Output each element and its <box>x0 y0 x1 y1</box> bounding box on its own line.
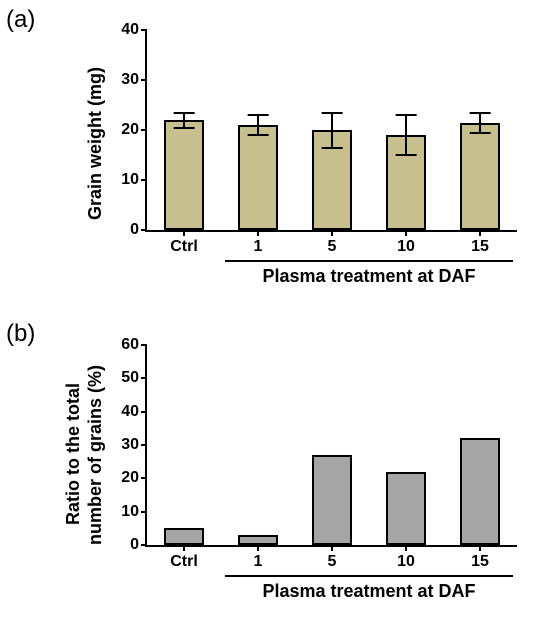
bar <box>238 125 279 230</box>
panel-b-y-title-line2: number of grains (%) <box>85 365 106 545</box>
x-tick-label: 15 <box>471 553 489 571</box>
treatment-group-line <box>225 260 514 262</box>
y-tick-label: 0 <box>130 536 147 554</box>
x-tick-mark <box>331 230 333 236</box>
error-cap <box>470 132 491 134</box>
y-tick-label: 20 <box>121 121 147 139</box>
x-tick-label: 10 <box>397 238 415 256</box>
panel-a-y-title: Grain weight (mg) <box>85 67 106 220</box>
x-tick-label: Ctrl <box>170 553 198 571</box>
y-tick-label: 50 <box>121 369 147 387</box>
x-tick-label: 5 <box>328 238 337 256</box>
y-tick-label: 0 <box>130 221 147 239</box>
panel-a-plot-area: 010203040Ctrl151015Plasma treatment at D… <box>145 30 517 232</box>
y-tick-label: 20 <box>121 469 147 487</box>
error-bar <box>331 113 333 148</box>
panel-a-label: (a) <box>6 6 35 34</box>
error-cap <box>248 114 269 116</box>
x-axis-title: Plasma treatment at DAF <box>262 581 475 602</box>
y-tick-label: 10 <box>121 171 147 189</box>
error-bar <box>479 113 481 133</box>
error-bar <box>405 115 407 155</box>
panel-b-y-title-line1: Ratio to the total <box>63 383 84 525</box>
bar <box>312 455 353 545</box>
x-tick-mark <box>183 545 185 551</box>
x-tick-mark <box>405 545 407 551</box>
error-cap <box>174 112 195 114</box>
treatment-group-line <box>225 575 514 577</box>
bar <box>164 120 205 230</box>
error-cap <box>396 154 417 156</box>
x-tick-mark <box>257 230 259 236</box>
x-tick-mark <box>479 545 481 551</box>
error-cap <box>470 112 491 114</box>
error-bar <box>257 115 259 135</box>
bar <box>238 535 279 545</box>
panel-a-chart: Grain weight (mg) 010203040Ctrl151015Pla… <box>145 30 515 230</box>
x-tick-label: 10 <box>397 553 415 571</box>
error-cap <box>322 147 343 149</box>
error-cap <box>174 127 195 129</box>
x-tick-label: 1 <box>254 238 263 256</box>
x-tick-label: 5 <box>328 553 337 571</box>
x-tick-mark <box>479 230 481 236</box>
figure-page: (a) Grain weight (mg) 010203040Ctrl15101… <box>0 0 551 625</box>
y-tick-label: 30 <box>121 436 147 454</box>
panel-b-chart: Ratio to the total number of grains (%) … <box>145 345 515 545</box>
x-axis-title: Plasma treatment at DAF <box>262 266 475 287</box>
y-tick-label: 40 <box>121 403 147 421</box>
bar <box>164 528 205 545</box>
panel-b-plot-area: 0102030405060Ctrl151015Plasma treatment … <box>145 345 517 547</box>
error-cap <box>248 134 269 136</box>
x-tick-label: 15 <box>471 238 489 256</box>
x-tick-label: 1 <box>254 553 263 571</box>
error-bar <box>183 113 185 128</box>
x-tick-label: Ctrl <box>170 238 198 256</box>
x-tick-mark <box>405 230 407 236</box>
x-tick-mark <box>257 545 259 551</box>
bar <box>386 472 427 545</box>
bar <box>460 123 501 231</box>
y-tick-label: 10 <box>121 503 147 521</box>
x-tick-mark <box>183 230 185 236</box>
error-cap <box>396 114 417 116</box>
y-tick-label: 30 <box>121 71 147 89</box>
bar <box>460 438 501 545</box>
y-tick-label: 60 <box>121 336 147 354</box>
error-cap <box>322 112 343 114</box>
x-tick-mark <box>331 545 333 551</box>
panel-b-label: (b) <box>6 320 35 348</box>
y-tick-label: 40 <box>121 21 147 39</box>
